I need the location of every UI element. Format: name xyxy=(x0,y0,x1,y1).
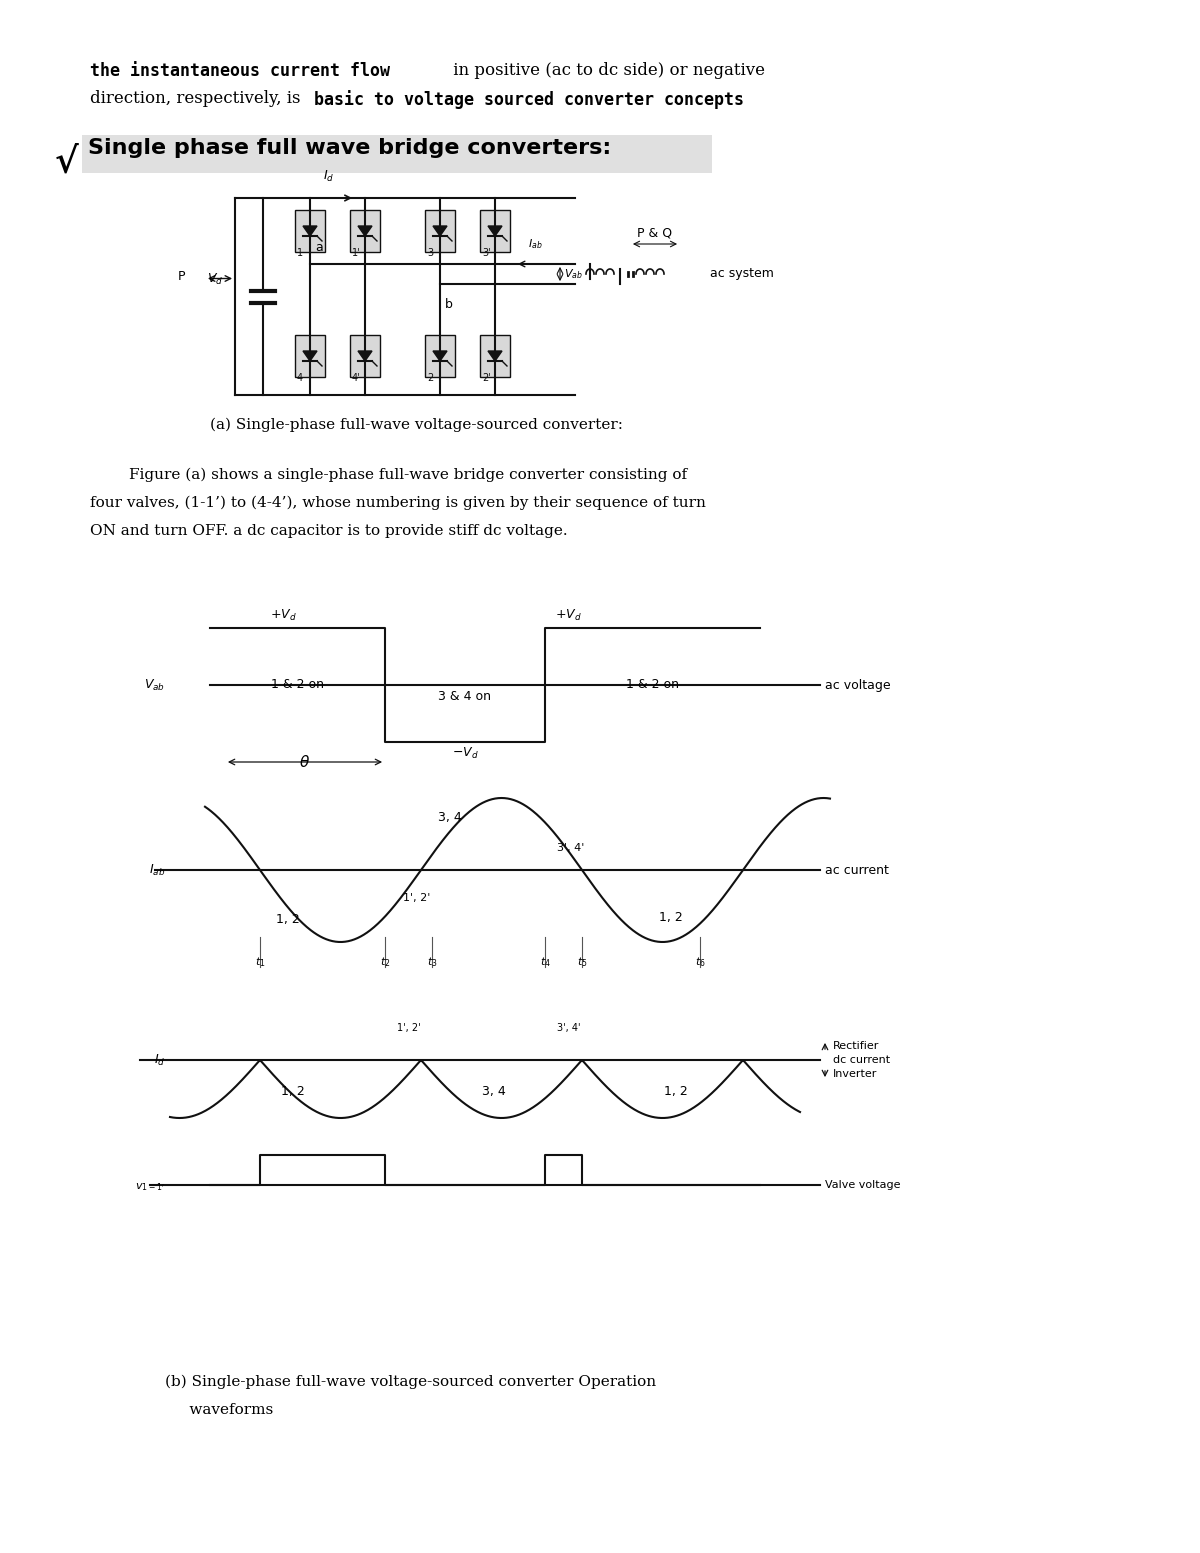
Text: $-V_d$: $-V_d$ xyxy=(451,745,479,761)
Text: √: √ xyxy=(55,146,79,180)
Text: 1, 2: 1, 2 xyxy=(659,912,683,924)
Text: 1, 2: 1, 2 xyxy=(281,1086,305,1098)
Text: P: P xyxy=(178,270,185,283)
Text: $\theta$: $\theta$ xyxy=(300,755,311,770)
Text: $t_6$: $t_6$ xyxy=(695,955,706,969)
Bar xyxy=(425,210,455,252)
Text: 2': 2' xyxy=(482,373,491,384)
Text: $V_{ab}$: $V_{ab}$ xyxy=(144,677,166,693)
Text: 1': 1' xyxy=(352,248,361,258)
Bar xyxy=(350,210,380,252)
Text: .: . xyxy=(672,90,677,107)
Text: 3, 4: 3, 4 xyxy=(438,812,462,825)
Text: 1, 2: 1, 2 xyxy=(276,913,299,927)
Text: $I_{ab}$: $I_{ab}$ xyxy=(149,862,166,877)
Bar xyxy=(350,335,380,377)
Text: Valve voltage: Valve voltage xyxy=(826,1180,900,1190)
Text: $t_1$: $t_1$ xyxy=(254,955,265,969)
Bar xyxy=(480,210,510,252)
Text: b: b xyxy=(445,298,452,311)
Text: 3: 3 xyxy=(427,248,433,258)
Text: P & Q: P & Q xyxy=(637,227,672,239)
Text: basic to voltage sourced converter concepts: basic to voltage sourced converter conce… xyxy=(314,90,744,109)
Text: $I_{ab}$: $I_{ab}$ xyxy=(528,238,542,252)
Text: 3': 3' xyxy=(482,248,491,258)
Text: ac system: ac system xyxy=(710,267,774,281)
Polygon shape xyxy=(433,227,446,236)
Text: 3', 4': 3', 4' xyxy=(557,1023,581,1033)
Text: $+V_d$: $+V_d$ xyxy=(270,607,296,623)
Text: 3', 4': 3', 4' xyxy=(557,843,584,853)
Polygon shape xyxy=(433,351,446,360)
Text: ON and turn OFF. a dc capacitor is to provide stiff dc voltage.: ON and turn OFF. a dc capacitor is to pr… xyxy=(90,523,568,537)
Text: $+V_d$: $+V_d$ xyxy=(554,607,582,623)
Text: 2: 2 xyxy=(427,373,433,384)
Text: the instantaneous current flow: the instantaneous current flow xyxy=(90,62,390,81)
Text: $t_5$: $t_5$ xyxy=(577,955,587,969)
Polygon shape xyxy=(358,227,372,236)
Text: Single phase full wave bridge converters:: Single phase full wave bridge converters… xyxy=(88,138,611,158)
Text: four valves, (1-1’) to (4-4’), whose numbering is given by their sequence of tur: four valves, (1-1’) to (4-4’), whose num… xyxy=(90,495,706,511)
Text: 3, 4: 3, 4 xyxy=(481,1086,505,1098)
Text: $V_d$: $V_d$ xyxy=(206,272,223,286)
Text: 1 & 2 on: 1 & 2 on xyxy=(626,679,679,691)
Text: 1', 2': 1', 2' xyxy=(397,1023,421,1033)
Text: (a) Single-phase full-wave voltage-sourced converter:: (a) Single-phase full-wave voltage-sourc… xyxy=(210,418,623,432)
Polygon shape xyxy=(358,351,372,360)
Polygon shape xyxy=(302,351,317,360)
Text: (b) Single-phase full-wave voltage-sourced converter Operation: (b) Single-phase full-wave voltage-sourc… xyxy=(166,1374,656,1390)
Bar xyxy=(480,335,510,377)
FancyBboxPatch shape xyxy=(82,135,712,172)
Text: 3 & 4 on: 3 & 4 on xyxy=(438,691,492,704)
Text: $I_d$: $I_d$ xyxy=(323,169,335,183)
Text: dc current: dc current xyxy=(833,1054,890,1065)
Text: waveforms: waveforms xyxy=(166,1402,274,1416)
Text: ac voltage: ac voltage xyxy=(826,679,890,691)
Text: $v_{1-1'}$: $v_{1-1'}$ xyxy=(136,1182,166,1193)
Text: $V_{ab}$: $V_{ab}$ xyxy=(564,267,583,281)
Polygon shape xyxy=(488,227,502,236)
Text: $t_3$: $t_3$ xyxy=(427,955,437,969)
Bar xyxy=(295,210,325,252)
Text: $I_d$: $I_d$ xyxy=(154,1053,166,1067)
Text: 1, 2: 1, 2 xyxy=(664,1086,688,1098)
Text: 1 & 2 on: 1 & 2 on xyxy=(271,679,324,691)
Text: 1', 2': 1', 2' xyxy=(403,893,431,902)
Text: 4': 4' xyxy=(352,373,361,384)
Text: 1: 1 xyxy=(298,248,304,258)
Text: a: a xyxy=(314,241,323,255)
Text: ac current: ac current xyxy=(826,863,889,876)
Text: 4: 4 xyxy=(298,373,304,384)
Bar xyxy=(425,335,455,377)
Polygon shape xyxy=(488,351,502,360)
Text: in positive (ac to dc side) or negative: in positive (ac to dc side) or negative xyxy=(448,62,766,79)
Bar xyxy=(295,335,325,377)
Text: $t_4$: $t_4$ xyxy=(540,955,551,969)
Text: Rectifier: Rectifier xyxy=(833,1041,880,1051)
Polygon shape xyxy=(302,227,317,236)
Text: $t_2$: $t_2$ xyxy=(379,955,390,969)
Text: Figure (a) shows a single-phase full-wave bridge converter consisting of: Figure (a) shows a single-phase full-wav… xyxy=(90,467,688,483)
Text: Inverter: Inverter xyxy=(833,1068,877,1079)
Text: direction, respectively, is: direction, respectively, is xyxy=(90,90,306,107)
